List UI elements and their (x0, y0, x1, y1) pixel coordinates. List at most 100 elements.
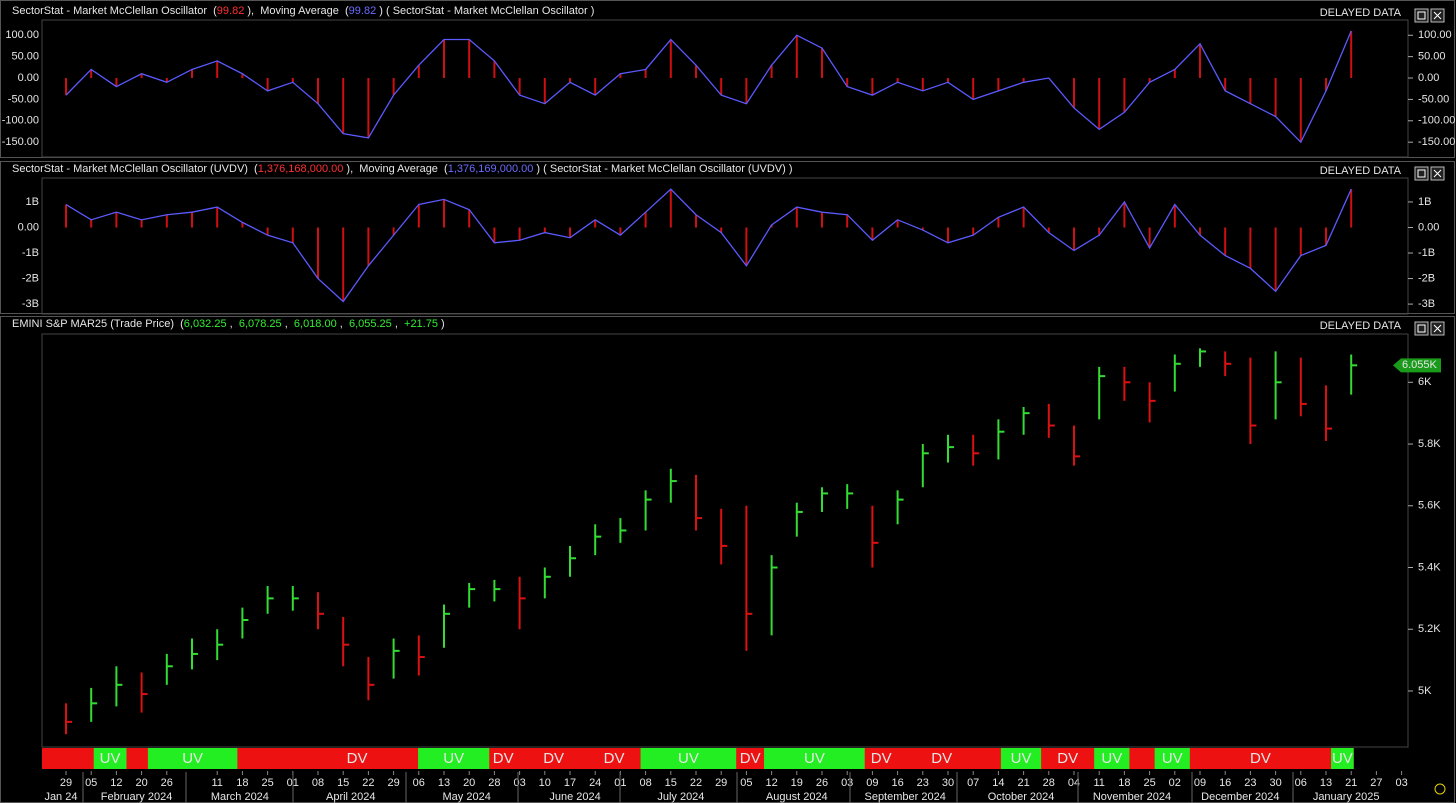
month-label: February 2024 (101, 791, 173, 803)
regime-label: UV (1101, 750, 1122, 767)
header-part: , (227, 318, 239, 330)
last-price-label: 6.055K (1402, 359, 1438, 371)
header-part: 6,078.25 (239, 318, 282, 330)
y-tick-label-left: -2B (22, 272, 39, 284)
close-icon (1433, 324, 1442, 333)
regime-label: UV (1011, 750, 1032, 767)
regime-segment (1331, 748, 1354, 769)
regime-segment (910, 748, 974, 769)
regime-segment (764, 748, 865, 769)
regime-segment (736, 748, 765, 769)
y-tick-label-right: -50.00 (1418, 93, 1449, 105)
x-tick-label: 15 (665, 777, 677, 789)
x-tick-label: 23 (917, 777, 929, 789)
x-tick-label: 25 (1143, 777, 1155, 789)
y-tick-label-left: 50.00 (11, 51, 39, 63)
x-tick-label: 06 (1295, 777, 1307, 789)
month-label: March 2024 (211, 791, 269, 803)
x-tick-label: 22 (362, 777, 374, 789)
header-part: ) ( SectorStat - Market McClellan Oscill… (376, 5, 594, 17)
month-label: May 2024 (443, 791, 491, 803)
x-tick-label: 30 (942, 777, 954, 789)
maximize-button[interactable] (1414, 166, 1429, 181)
x-tick-label: 20 (135, 777, 147, 789)
month-label: June 2024 (549, 791, 600, 803)
y-tick-label-right: -3B (1418, 298, 1435, 310)
regime-label: DV (871, 750, 892, 767)
regime-segment (1000, 748, 1042, 769)
header-part: ) (438, 318, 445, 330)
regime-segment (1189, 748, 1332, 769)
maximize-icon (1417, 169, 1426, 178)
x-tick-label: 13 (438, 777, 450, 789)
x-tick-label: 26 (816, 777, 828, 789)
header-part: 6,032.25 (184, 318, 227, 330)
header-part: , (282, 318, 294, 330)
header-part: 6,018.00 (294, 318, 337, 330)
x-tick-label: 12 (110, 777, 122, 789)
y-tick-label-left: -3B (22, 298, 39, 310)
x-tick-label: 08 (639, 777, 651, 789)
maximize-button[interactable] (1414, 8, 1429, 23)
panel-header: SectorStat - Market McClellan Oscillator… (12, 163, 793, 175)
y-tick-label-left: -1B (22, 247, 39, 259)
header-part: , (337, 318, 349, 330)
x-tick-label: 22 (690, 777, 702, 789)
regime-segment (297, 748, 417, 769)
x-tick-label: 09 (1194, 777, 1206, 789)
regime-label: DV (1250, 750, 1271, 767)
month-label: December 2024 (1201, 791, 1279, 803)
regime-segment (147, 748, 238, 769)
regime-label: UV (678, 750, 699, 767)
header-part: , (392, 318, 404, 330)
x-tick-label: 16 (891, 777, 903, 789)
month-label: August 2024 (766, 791, 828, 803)
regime-label: UV (1332, 750, 1353, 767)
y-tick-label-right: 5.4K (1418, 561, 1441, 573)
y-tick-label-right: -1B (1418, 247, 1435, 259)
maximize-icon (1417, 11, 1426, 20)
x-tick-label: 04 (1068, 777, 1080, 789)
header-part: SectorStat - Market McClellan Oscillator… (12, 163, 258, 175)
month-label: November 2024 (1093, 791, 1171, 803)
x-tick-label: 29 (60, 777, 72, 789)
regime-segment (1094, 748, 1130, 769)
month-label: April 2024 (326, 791, 376, 803)
month-label: September 2024 (864, 791, 945, 803)
x-tick-label: 05 (740, 777, 752, 789)
month-label: October 2024 (988, 791, 1055, 803)
status-label: DELAYED DATA (1320, 165, 1402, 177)
status-label: DELAYED DATA (1320, 7, 1402, 19)
maximize-button[interactable] (1414, 321, 1429, 336)
x-tick-label: 12 (765, 777, 777, 789)
x-tick-label: 09 (866, 777, 878, 789)
regime-segment (1154, 748, 1190, 769)
y-tick-label-right: 5.2K (1418, 623, 1441, 635)
y-tick-label-right: -100.00 (1418, 115, 1455, 127)
regime-segment (418, 748, 490, 769)
y-tick-label-left: 0.00 (18, 72, 39, 84)
regime-segment (1041, 748, 1095, 769)
x-tick-label: 25 (261, 777, 273, 789)
regime-label: DV (543, 750, 564, 767)
x-tick-label: 21 (1345, 777, 1357, 789)
y-tick-label-right: 5K (1418, 685, 1432, 697)
regime-label: DV (931, 750, 952, 767)
x-tick-label: 17 (564, 777, 576, 789)
y-tick-label-right: 50.00 (1418, 51, 1446, 63)
header-part: ), Moving Average ( (244, 5, 349, 17)
regime-label: UV (443, 750, 464, 767)
x-tick-label: 03 (513, 777, 525, 789)
header-part: ) ( SectorStat - Market McClellan Oscill… (533, 163, 792, 175)
regime-label: DV (1057, 750, 1078, 767)
x-tick-label: 16 (1219, 777, 1231, 789)
y-tick-label-left: 0.00 (18, 221, 39, 233)
header-part: 1,376,168,000.00 (258, 163, 344, 175)
x-tick-label: 29 (387, 777, 399, 789)
regime-label: DV (604, 750, 625, 767)
regime-label: UV (100, 750, 121, 767)
y-tick-label-left: 100.00 (5, 29, 39, 41)
y-tick-label-right: 5.8K (1418, 438, 1441, 450)
y-tick-label-left: 1B (26, 196, 39, 208)
x-tick-label: 20 (463, 777, 475, 789)
